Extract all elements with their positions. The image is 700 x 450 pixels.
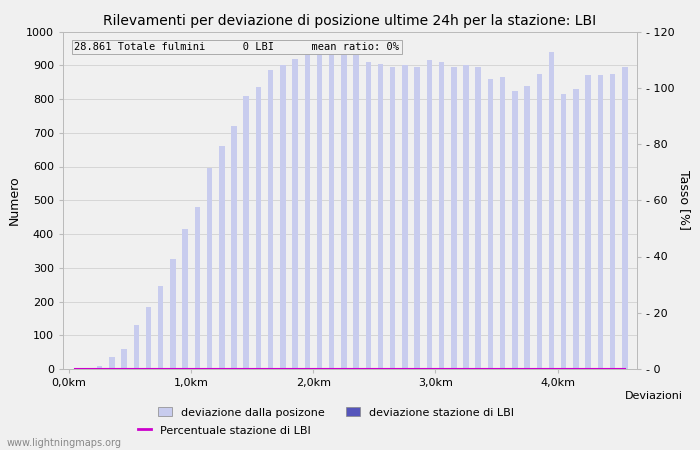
Bar — [549, 52, 554, 369]
Bar — [426, 60, 432, 369]
Bar — [121, 349, 127, 369]
Bar — [244, 96, 249, 369]
Bar — [280, 65, 286, 369]
Bar — [475, 67, 481, 369]
Bar — [524, 86, 530, 369]
Bar — [134, 325, 139, 369]
Bar — [206, 168, 212, 369]
Bar — [146, 306, 151, 369]
Bar — [390, 67, 395, 369]
Bar — [329, 52, 335, 369]
Bar — [341, 50, 346, 369]
Bar — [256, 87, 261, 369]
X-axis label: Deviazioni: Deviazioni — [625, 391, 683, 401]
Bar — [561, 94, 566, 369]
Bar — [158, 286, 164, 369]
Bar — [378, 63, 384, 369]
Bar — [293, 58, 297, 369]
Bar — [109, 357, 115, 369]
Bar — [97, 365, 102, 369]
Bar — [573, 89, 579, 369]
Bar — [488, 79, 494, 369]
Bar — [354, 55, 359, 369]
Bar — [365, 62, 371, 369]
Bar — [402, 65, 407, 369]
Bar — [451, 67, 456, 369]
Y-axis label: Tasso [%]: Tasso [%] — [678, 170, 692, 230]
Bar — [598, 75, 603, 369]
Bar — [500, 77, 505, 369]
Bar — [195, 207, 200, 369]
Bar — [414, 67, 420, 369]
Bar — [231, 126, 237, 369]
Bar — [610, 74, 615, 369]
Legend: Percentuale stazione di LBI: Percentuale stazione di LBI — [133, 421, 315, 440]
Bar — [512, 90, 517, 369]
Bar — [219, 146, 225, 369]
Text: 28.861 Totale fulmini      0 LBI      mean ratio: 0%: 28.861 Totale fulmini 0 LBI mean ratio: … — [74, 42, 400, 52]
Bar — [463, 65, 469, 369]
Bar — [316, 42, 322, 369]
Text: www.lightningmaps.org: www.lightningmaps.org — [7, 438, 122, 448]
Bar — [622, 67, 627, 369]
Bar — [439, 62, 444, 369]
Bar — [85, 368, 90, 369]
Bar — [585, 75, 591, 369]
Legend: deviazione dalla posizone, deviazione stazione di LBI: deviazione dalla posizone, deviazione st… — [154, 403, 518, 422]
Y-axis label: Numero: Numero — [8, 176, 20, 225]
Bar — [268, 70, 274, 369]
Bar — [170, 259, 176, 369]
Bar — [183, 229, 188, 369]
Bar — [304, 49, 310, 369]
Title: Rilevamenti per deviazione di posizione ultime 24h per la stazione: LBI: Rilevamenti per deviazione di posizione … — [104, 14, 596, 27]
Bar — [537, 74, 542, 369]
